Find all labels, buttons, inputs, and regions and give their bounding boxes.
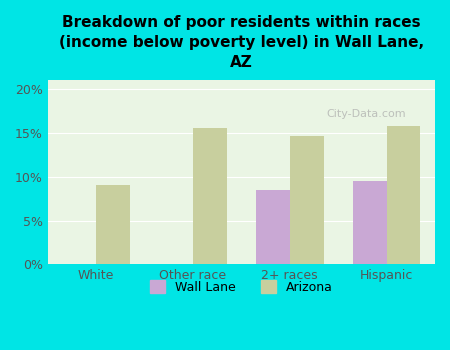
Bar [256, 190, 290, 265]
Text: City-Data.com: City-Data.com [327, 108, 406, 119]
Bar [353, 181, 387, 265]
Bar [193, 128, 227, 265]
Legend: Wall Lane, Arizona: Wall Lane, Arizona [145, 275, 338, 299]
Bar [96, 185, 130, 265]
Bar [290, 136, 324, 265]
Bar [387, 126, 420, 265]
Title: Breakdown of poor residents within races
(income below poverty level) in Wall La: Breakdown of poor residents within races… [59, 15, 424, 70]
